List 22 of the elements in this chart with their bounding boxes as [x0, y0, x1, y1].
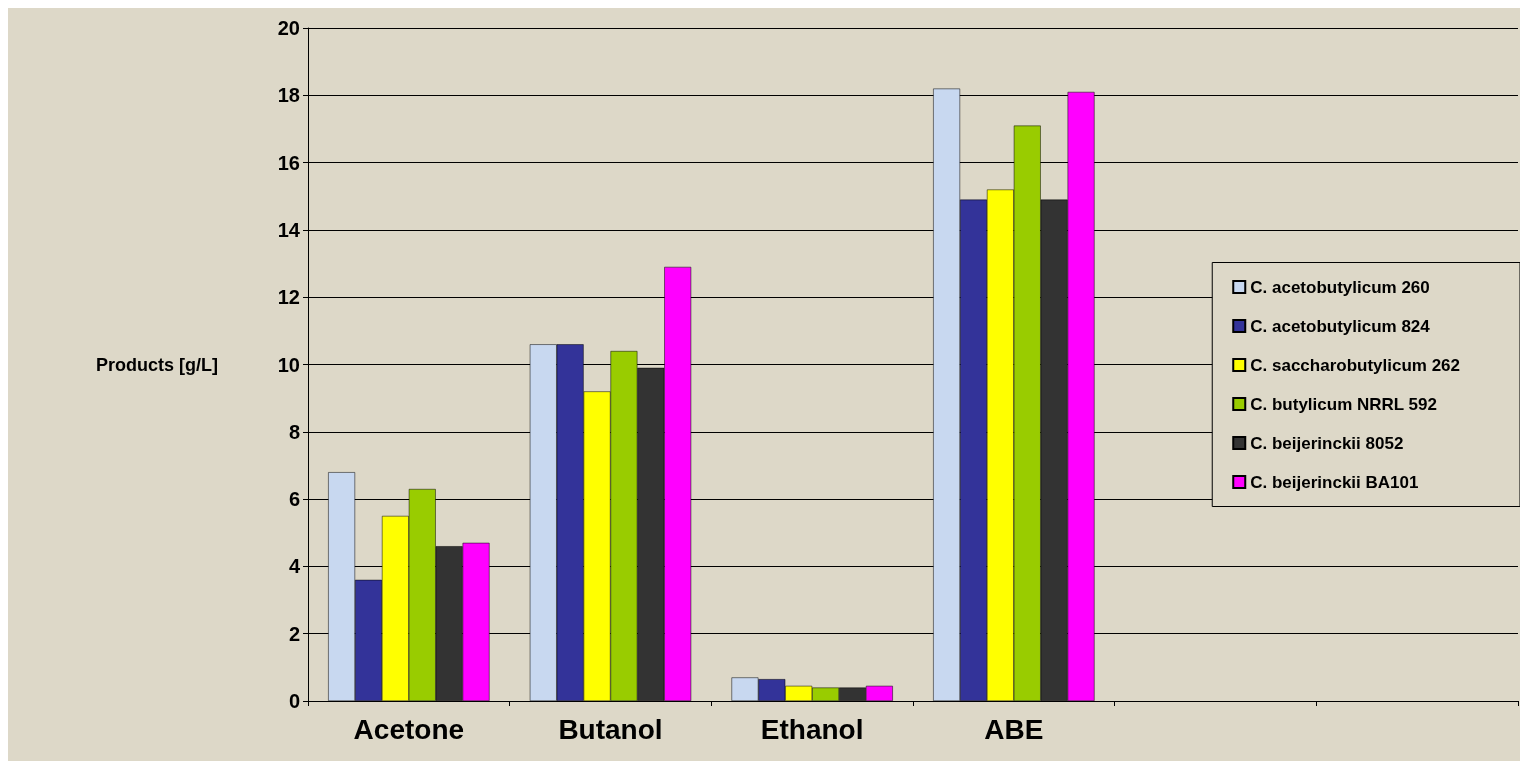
y-tick-label: 4 [288, 555, 301, 578]
y-tick-label: 6 [288, 488, 300, 511]
legend-label: C. butylicum NRRL 592 [1250, 394, 1437, 414]
y-tick-label: 10 [277, 353, 300, 376]
legend-label: C. saccharobutylicum 262 [1250, 355, 1461, 375]
legend-label: C. beijerinckii BA101 [1250, 472, 1419, 492]
y-tick-label: 12 [277, 286, 300, 309]
y-tick-label: 16 [277, 151, 300, 174]
y-axis-title: Products [g/L] [96, 354, 218, 375]
legend-label: C. acetobutylicum 260 [1250, 277, 1430, 297]
y-tick-label: 8 [288, 420, 300, 443]
y-tick-label: 2 [288, 622, 300, 645]
legend-label: C. acetobutylicum 824 [1250, 316, 1431, 336]
y-tick-label: 14 [277, 218, 301, 241]
y-tick-label: 20 [277, 17, 300, 39]
x-tick-label: Acetone [353, 713, 465, 745]
x-tick-label: Ethanol [760, 713, 864, 745]
x-tick-label: Butanol [558, 713, 663, 745]
x-tick-label: ABE [984, 713, 1044, 745]
y-tick-label: 0 [288, 690, 300, 712]
y-tick-label: 18 [277, 84, 300, 107]
legend-label: C. beijerinckii 8052 [1250, 433, 1404, 453]
